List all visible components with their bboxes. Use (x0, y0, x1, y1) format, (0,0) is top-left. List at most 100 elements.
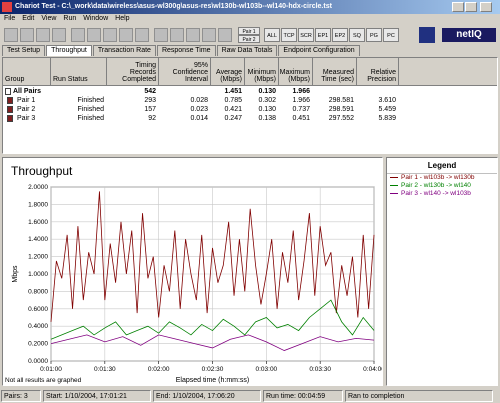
minimize-button[interactable] (452, 2, 464, 12)
table-cell: 0.028 (190, 97, 208, 104)
toolbar-icon[interactable] (218, 28, 232, 42)
chart-note: Not all results are graphed (5, 377, 82, 384)
toolbar-button[interactable]: Pair 2 (238, 35, 260, 43)
toolbar-icon[interactable] (36, 28, 50, 42)
toolbar-button[interactable]: SCR (298, 28, 314, 42)
status-bar: Pairs: 3 Start: 1/10/2004, 17:01:21 End: 1… (0, 389, 500, 403)
menu-item[interactable]: File (4, 15, 16, 22)
series-line (50, 191, 375, 322)
table-cell: 1.451 (224, 88, 242, 95)
toolbar-icon[interactable] (103, 28, 117, 42)
column-header[interactable]: Average (Mbps) (211, 58, 245, 86)
row-icon (7, 97, 13, 104)
toolbar-icon[interactable] (170, 28, 184, 42)
legend-label: Pair 3 - wl140 -> wl103b (401, 190, 471, 197)
legend-swatch (390, 192, 398, 194)
y-tick-label: 1.6000 (28, 219, 48, 226)
legend-pane: Legend Pair 1 - wl103b -> wl130b Pair 2 - … (386, 157, 498, 386)
column-header[interactable]: Relative Precision (357, 58, 399, 86)
legend-title: Legend (387, 158, 497, 174)
toolbar-icon[interactable] (4, 28, 18, 42)
table-cell: 0.785 (224, 97, 242, 104)
legend-entry: Pair 3 - wl140 -> wl103b (390, 190, 471, 198)
table-cell: 542 (144, 88, 156, 95)
y-axis-label: Mbps (12, 265, 19, 283)
toolbar-icon[interactable] (119, 28, 133, 42)
tab-strip: Test Setup Throughput Transaction Rate Resp… (2, 45, 498, 57)
toolbar-button[interactable]: Pair 1 (238, 27, 260, 35)
toolbar-icon[interactable] (71, 28, 85, 42)
menu-item[interactable]: Help (115, 15, 130, 22)
toolbar-button[interactable]: EP2 (332, 28, 348, 42)
toolbar-icon[interactable] (186, 28, 200, 42)
toolbar-icon[interactable] (52, 28, 66, 42)
status-field: Start: 1/10/2004, 17:01:21 (43, 390, 151, 402)
toolbar-button[interactable]: EP1 (315, 28, 331, 42)
chart: Throughput 0.0000 0.2000 0.4000 0.6000 0.8000… (5, 164, 382, 384)
toolbar-button[interactable]: SQ (349, 28, 365, 42)
status-field: Run time: 00:04:59 (263, 390, 343, 402)
menu-item[interactable]: Run (63, 15, 77, 22)
column-header[interactable]: Run Status (51, 58, 107, 86)
table-cell: Pair 1 (17, 97, 36, 104)
table-cell: 0.451 (292, 115, 310, 122)
table-cell: 0.421 (224, 106, 242, 113)
menu-item[interactable]: Window (83, 15, 109, 22)
toolbar-button[interactable]: PG (366, 28, 382, 42)
menu-bar: File Edit View Run Window Help (4, 15, 137, 25)
table-cell: 0.130 (258, 106, 276, 113)
tab[interactable]: Raw Data Totals (216, 45, 278, 56)
tab[interactable]: Endpoint Configuration (278, 45, 360, 56)
toolbar-icon[interactable] (87, 28, 101, 42)
y-tick-label: 0.4000 (28, 323, 48, 330)
menu-item[interactable]: Edit (22, 15, 35, 22)
row-icon (7, 106, 13, 113)
toolbar-button[interactable]: PC (383, 28, 399, 42)
table-cell: Finished (77, 106, 104, 113)
column-header[interactable]: Minimum (Mbps) (245, 58, 279, 86)
chart-title: Throughput (11, 164, 73, 178)
y-tick-label: 0.6000 (28, 306, 48, 313)
maximize-button[interactable] (465, 2, 477, 12)
column-header[interactable]: Maximum (Mbps) (279, 58, 313, 86)
toolbar-icon[interactable] (154, 28, 168, 42)
header-filler (399, 58, 497, 86)
row-icon (5, 88, 11, 95)
toolbar-icon[interactable] (135, 28, 149, 42)
table-cell: 1.966 (292, 88, 310, 95)
legend-label: Pair 2 - wl130b -> wl140 (401, 182, 471, 189)
help-icon[interactable] (419, 27, 435, 43)
y-tick-label: 0.2000 (28, 341, 48, 348)
y-tick-label: 1.4000 (28, 236, 48, 243)
toolbar-button[interactable]: ALL (264, 28, 280, 42)
table-cell: 0.737 (292, 106, 310, 113)
row-icon (7, 115, 13, 122)
toolbar-icon[interactable] (20, 28, 34, 42)
tab[interactable]: Transaction Rate (92, 45, 156, 56)
tab[interactable]: Throughput (46, 45, 92, 56)
column-header[interactable]: Group (3, 58, 51, 86)
menu-item[interactable]: View (41, 15, 57, 22)
toolbar-button[interactable]: TCP (281, 28, 297, 42)
y-tick-label: 1.0000 (28, 271, 48, 278)
table-cell: 1.966 (292, 97, 310, 104)
x-tick-label: 0:03:30 (309, 366, 331, 373)
status-field: End: 1/10/2004, 17:06:20 (153, 390, 261, 402)
table-cell: Finished (77, 97, 104, 104)
status-field: Pairs: 3 (1, 390, 41, 402)
column-header[interactable]: 95% Confidence Interval (159, 58, 211, 86)
tab[interactable]: Response Time (156, 45, 216, 56)
toolbar-icon[interactable] (202, 28, 216, 42)
close-button[interactable] (480, 2, 492, 12)
table-cell: 5.839 (378, 115, 396, 122)
table-cell: 0.247 (224, 115, 242, 122)
column-header[interactable]: Measured Time (sec) (313, 58, 357, 86)
column-header[interactable]: Timing Records Completed (107, 58, 159, 86)
y-tick-label: 2.0000 (28, 184, 48, 191)
legend-swatch (390, 184, 398, 186)
series-line (50, 334, 375, 351)
x-tick-label: 0:01:30 (94, 366, 116, 373)
table-cell: 92 (148, 115, 156, 122)
tab[interactable]: Test Setup (2, 45, 46, 56)
table-cell: 0.130 (258, 88, 276, 95)
